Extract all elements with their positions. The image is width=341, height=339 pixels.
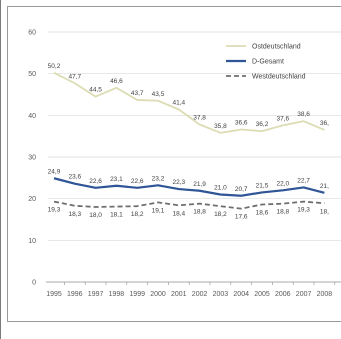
data-label: 18,3 [68,211,81,218]
data-label: 18,1 [110,212,123,219]
data-label: 22,0 [276,180,289,187]
data-label: 44,5 [89,87,102,94]
data-label: 18,8 [193,209,206,216]
data-label: 18,6 [256,210,269,217]
data-label: 22,3 [172,179,185,186]
data-label: 37,6 [276,115,289,122]
x-tick-label: 1995 [46,291,62,298]
data-label: 24,9 [48,168,61,175]
data-label: 35,8 [214,123,227,130]
data-label: 22,6 [131,178,144,185]
data-label: 47,7 [68,73,81,80]
y-tick-label: 20 [28,196,36,203]
data-label: 19,1 [152,207,165,214]
data-label: 46,6 [110,78,123,85]
x-tick-label: 1997 [88,291,104,298]
y-tick-label: 50 [28,71,36,78]
data-label: 18,0 [89,212,102,219]
data-label: 22,7 [297,177,310,184]
series-line-d-gesamt [53,177,325,197]
legend-entry: Westdeutschland [252,74,306,81]
data-label: 21,0 [214,185,227,192]
y-tick-label: 30 [28,155,36,162]
data-label: 36,6 [235,120,248,127]
series-line-westdeutschland [53,200,325,210]
data-label: 21, [320,183,329,190]
data-label: 22,6 [89,178,102,185]
y-tick-label: 0 [32,280,36,287]
legend: Ostdeutschland D-Gesamt Westdeutschland [226,44,306,81]
x-tick-label: 1999 [129,291,145,298]
x-tick-label: 1996 [67,291,83,298]
data-label: 20,7 [235,186,248,193]
grid [48,31,341,241]
series-layer [53,72,325,210]
x-tick-label: 2000 [150,291,166,298]
data-label: 38,6 [297,111,310,118]
data-label: 36,2 [256,121,269,128]
data-label: 18,2 [214,211,227,218]
y-tick-label: 10 [28,238,36,245]
data-label: 17,6 [235,214,248,221]
x-tick-label: 2003 [213,291,229,298]
data-label: 43,7 [131,90,144,97]
y-tick-label: 60 [28,30,36,37]
x-tick-label: 2006 [275,291,291,298]
data-labels: 50,2 47,7 44,5 46,6 43,7 43,5 41,4 37,8 35,8 36,6… [48,63,329,221]
data-label: 50,2 [48,63,61,70]
series-line-ostdeutschland [53,72,325,134]
data-label: 19,3 [48,207,61,214]
x-tick-label: 2001 [171,291,187,298]
x-tick-label: 2008 [317,291,333,298]
axes: 0 10 20 30 40 50 60 1995 1996 1997 1998 1999 2000 200… [28,30,341,298]
data-label: 19,3 [297,207,310,214]
data-label: 18,2 [131,211,144,218]
data-label: 43,5 [152,91,165,98]
x-tick-label: 2004 [233,291,249,298]
data-label: 21,5 [256,182,269,189]
data-label: 23,1 [110,176,123,183]
x-tick-label: 2002 [192,291,208,298]
legend-entry: Ostdeutschland [252,44,301,51]
data-label: 18,8 [276,209,289,216]
x-tick-label: 2005 [254,291,270,298]
data-label: 18,4 [172,210,185,217]
y-tick-label: 40 [28,113,36,120]
data-label: 23,2 [152,175,165,182]
data-label: 36, [320,120,329,127]
x-tick-label: 2007 [296,291,312,298]
data-label: 18, [320,208,329,215]
data-label: 21,9 [193,181,206,188]
legend-entry: D-Gesamt [252,59,284,66]
x-tick-label: 1998 [109,291,125,298]
chart-border [7,6,341,322]
data-label: 23,6 [68,174,81,181]
data-label: 41,4 [172,100,185,107]
data-label: 37,8 [193,115,206,122]
